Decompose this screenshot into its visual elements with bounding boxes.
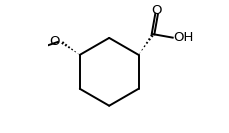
- Text: OH: OH: [173, 31, 194, 44]
- Text: O: O: [151, 4, 162, 17]
- Text: O: O: [50, 35, 60, 48]
